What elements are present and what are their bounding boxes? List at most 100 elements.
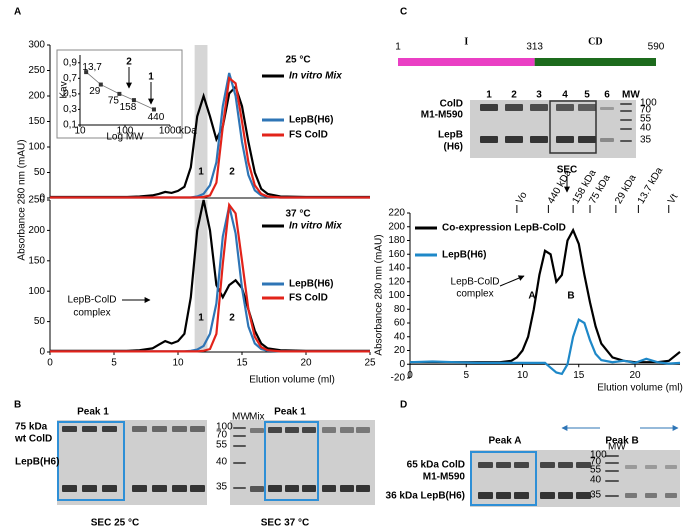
gel-band: [605, 455, 619, 457]
gel: [57, 420, 207, 505]
series-line: [50, 84, 370, 199]
x-tick-label: 0: [47, 358, 53, 369]
y-tick-label: 100: [28, 286, 45, 297]
y-tick-label: 0: [399, 359, 405, 370]
gel-label: M1-M590: [423, 472, 466, 483]
gel-label: 3: [536, 90, 542, 101]
gel-band: [285, 485, 299, 492]
gel-band: [578, 104, 596, 111]
y-tick-label: 180: [388, 235, 405, 246]
point-label: 158: [120, 102, 137, 113]
gel-label: 5: [584, 90, 590, 101]
gel-band: [576, 492, 591, 499]
gel-band: [62, 426, 77, 432]
x-tick-label: 20: [300, 358, 312, 369]
series-line: [50, 202, 370, 353]
gel-band: [620, 128, 632, 130]
domain-label: CD: [588, 36, 602, 47]
x-tick-label: 10: [517, 370, 529, 381]
annotation: 1: [148, 72, 154, 83]
position-label: 590: [648, 42, 665, 53]
gel-band: [620, 110, 632, 112]
gel-label: Mix: [249, 412, 265, 423]
legend-label: FS ColD: [289, 130, 328, 141]
point: [98, 82, 103, 87]
gel-band: [233, 445, 246, 447]
annotation: 1: [198, 167, 204, 178]
gel-label: 2: [511, 90, 517, 101]
y-tick-label: 200: [28, 225, 45, 236]
series-line: [50, 199, 370, 352]
gel-label: SEC 25 °C: [91, 518, 139, 529]
annotation: A: [528, 291, 535, 302]
gel-band: [496, 492, 511, 499]
gel-band: [620, 140, 632, 142]
y-tick-label: 300: [28, 40, 45, 51]
gel-label: SEC 37 °C: [261, 518, 309, 529]
y-tick-label: 220: [388, 208, 405, 219]
point: [131, 98, 136, 103]
y-axis-label: Absorbance 280 nm (mAU): [17, 139, 28, 260]
panel-letter: A: [14, 7, 21, 18]
y-tick-label: 200: [388, 221, 405, 232]
gel-band: [322, 427, 336, 433]
y-tick-label: 100: [28, 142, 45, 153]
x-tick-label: 5: [111, 358, 117, 369]
gel-band: [102, 485, 117, 492]
gel-label: ColD: [440, 99, 463, 110]
y-tick-label: 50: [34, 316, 46, 327]
gel-band: [625, 493, 637, 498]
gel-band: [356, 485, 370, 492]
point: [117, 91, 122, 96]
gel-label: 70: [590, 457, 602, 468]
gel-band: [233, 462, 246, 464]
gel-label: Peak 1: [274, 407, 306, 418]
gel-band: [322, 485, 336, 492]
gel-band: [480, 104, 498, 111]
gel-band: [645, 465, 657, 469]
gel-band: [530, 136, 548, 143]
gel-label: 100: [640, 98, 657, 109]
y-tick-label: 0,7: [63, 73, 77, 84]
y-tick-label: 0,5: [63, 89, 77, 100]
gel-band: [82, 426, 97, 432]
highlight-band: [194, 200, 208, 352]
legend-label: FS ColD: [289, 293, 328, 304]
gel-band: [172, 485, 187, 492]
x-axis-label: Elution volume (ml): [249, 375, 335, 386]
x-axis-label: Log MW: [106, 132, 144, 143]
gel-label: 100: [590, 450, 607, 461]
x-tick-label: 25: [364, 358, 376, 369]
gel-label: LepB(H6): [15, 457, 59, 468]
gel-label: 70: [640, 105, 652, 116]
gel-band: [505, 136, 523, 143]
gel-label: LepB: [438, 130, 463, 141]
y-tick-label: 80: [394, 304, 406, 315]
y-tick-label: 0,3: [63, 104, 77, 115]
y-tick-label: 0: [39, 193, 45, 204]
x-tick-label: 15: [236, 358, 248, 369]
gel-band: [268, 427, 282, 433]
gel-label: 100: [216, 422, 233, 433]
y-tick-label: 140: [388, 263, 405, 274]
gel-band: [268, 485, 282, 492]
gel-band: [576, 462, 591, 468]
annotation: 2: [229, 167, 235, 178]
y-tick-label: 40: [394, 331, 406, 342]
marker-label: Vo: [514, 190, 530, 206]
annotation: 2: [229, 313, 235, 324]
y-tick-label: 20: [394, 345, 406, 356]
gel-band: [152, 426, 167, 432]
y-tick-label: 0,9: [63, 57, 77, 68]
y-tick-label: 60: [394, 318, 406, 329]
gel-band: [82, 485, 97, 492]
gel-label: 35: [590, 490, 602, 501]
annotation: LepB-ColD: [451, 277, 500, 288]
annotation: 37 °C: [285, 209, 310, 220]
gel-label: wt ColD: [14, 434, 52, 445]
y-tick-label: 100: [388, 290, 405, 301]
domain-bar: [398, 58, 535, 66]
x-tick-label: 15: [573, 370, 585, 381]
gel-band: [514, 462, 529, 468]
gel-label: 65 kDa ColD: [407, 460, 465, 471]
